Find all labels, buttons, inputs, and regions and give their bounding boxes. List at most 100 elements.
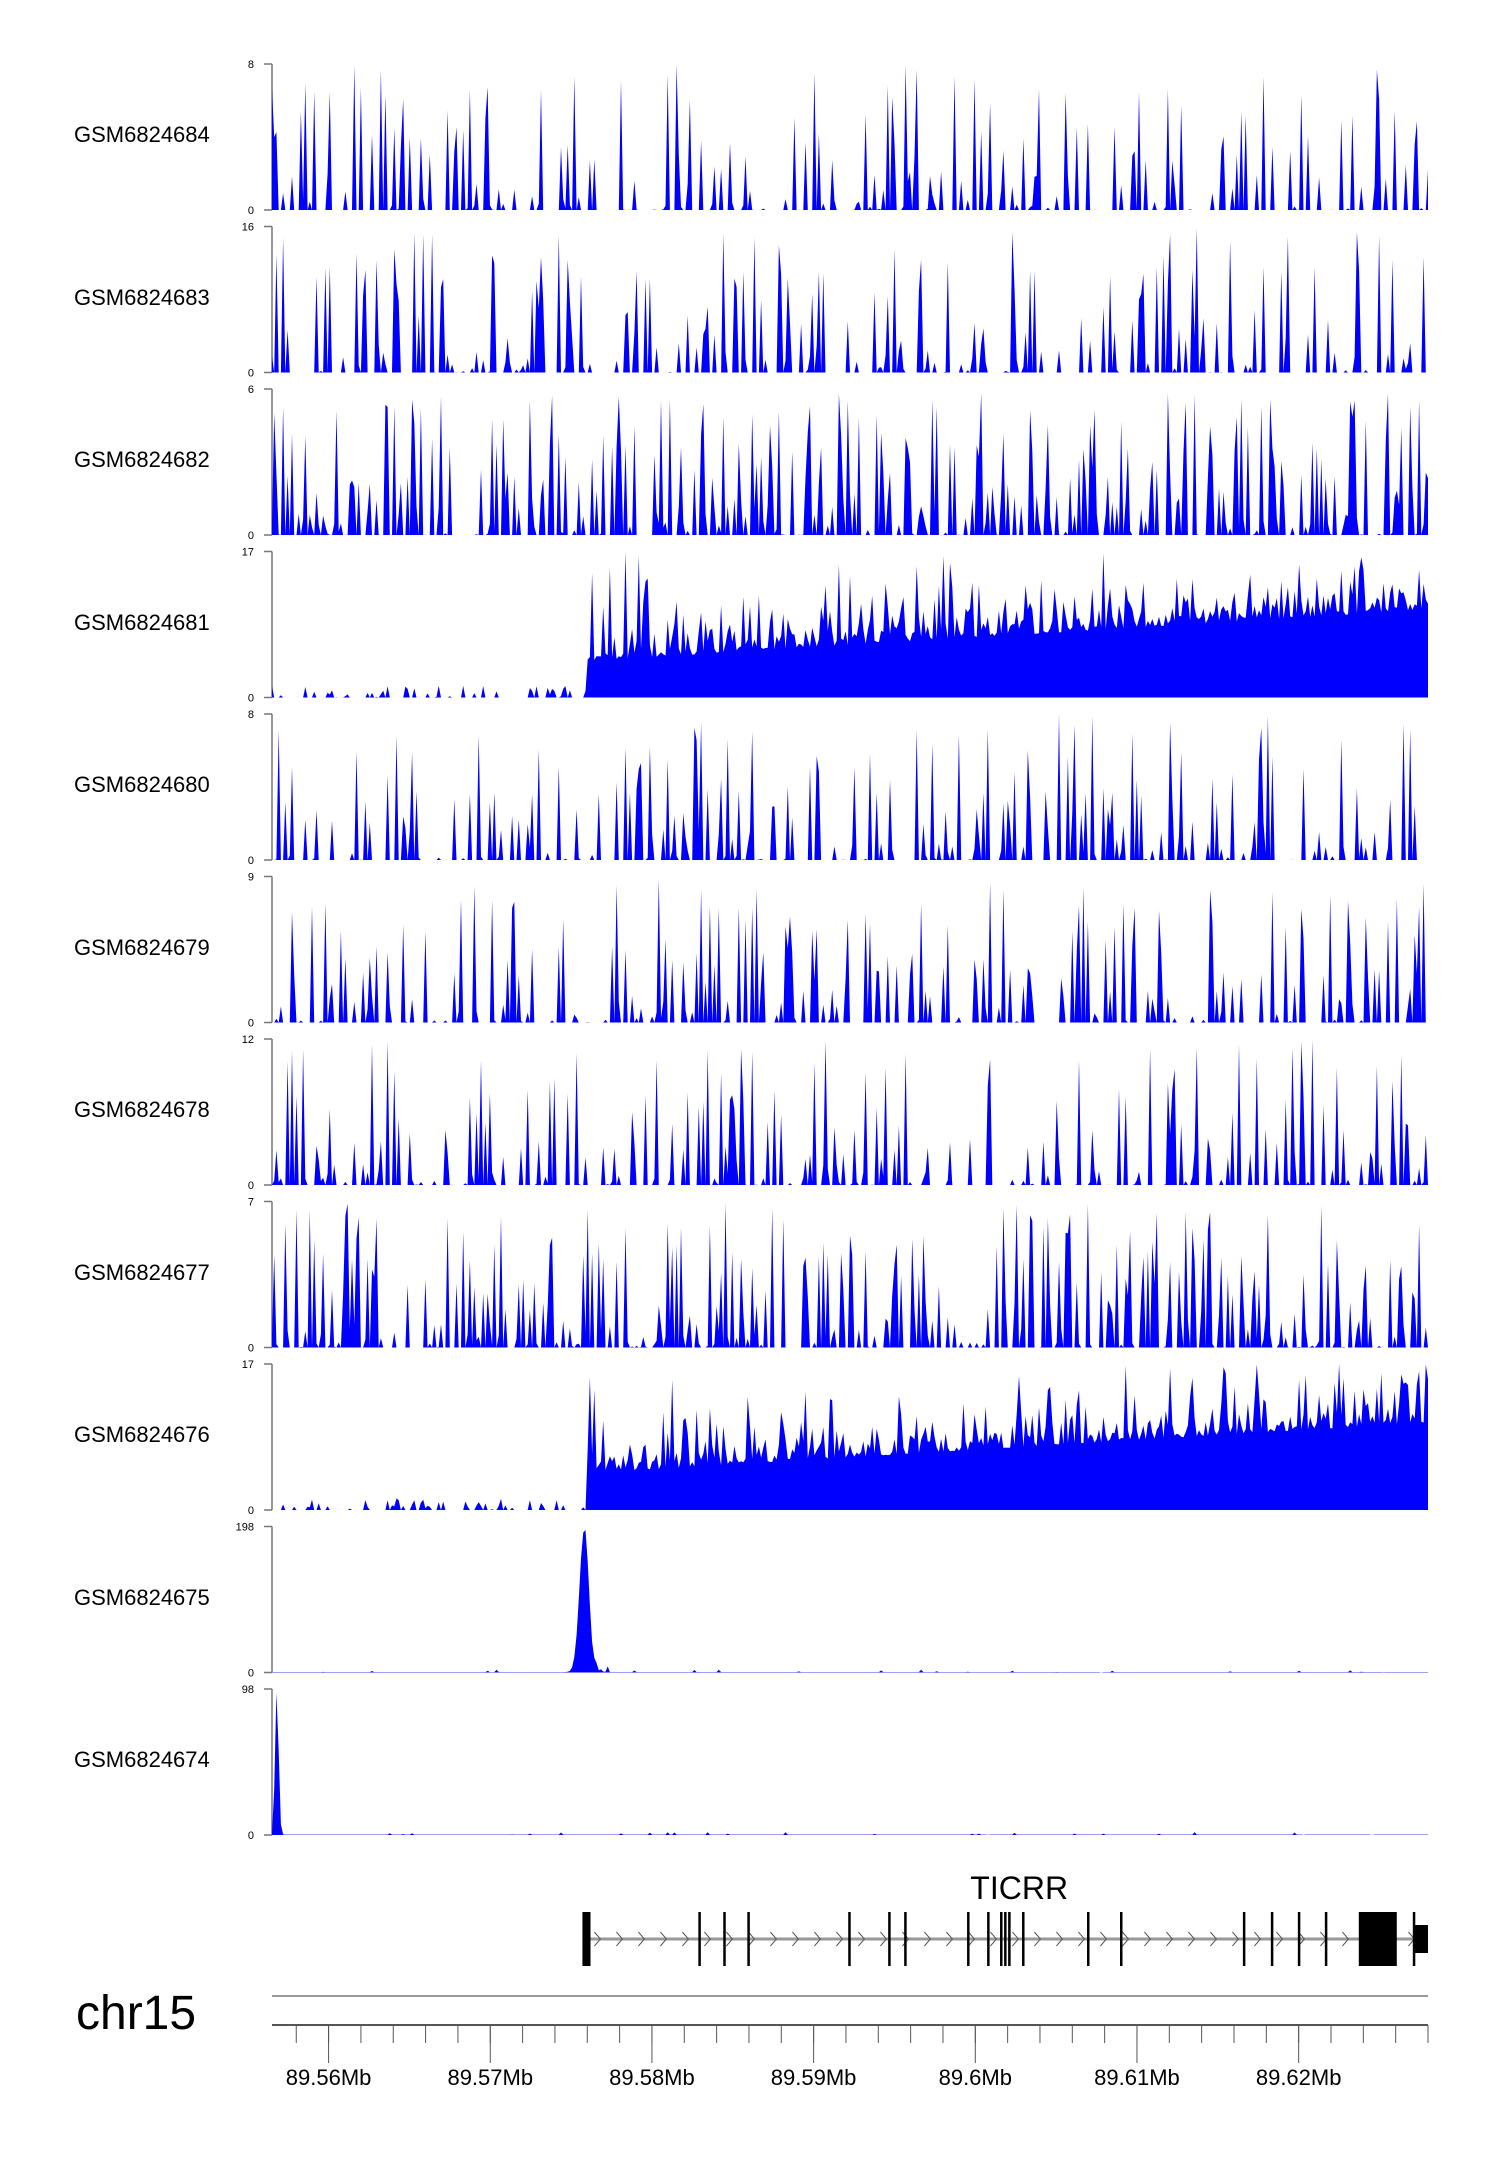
track-label: GSM6824674 bbox=[74, 1747, 210, 1772]
signal-area-GSM6824684 bbox=[272, 64, 1428, 211]
y-tick-label-min: 0 bbox=[248, 1180, 254, 1192]
strand-arrow bbox=[726, 1931, 734, 1947]
track-label: GSM6824681 bbox=[74, 609, 210, 635]
exon bbox=[723, 1912, 726, 1966]
track-label: GSM6824679 bbox=[74, 934, 210, 960]
exon bbox=[1008, 1912, 1011, 1966]
exon bbox=[967, 1912, 970, 1966]
strand-arrow bbox=[1034, 1931, 1042, 1947]
signal-area-GSM6824678 bbox=[272, 1039, 1428, 1185]
y-tick-label-max: 17 bbox=[242, 1359, 254, 1371]
exon bbox=[582, 1912, 591, 1966]
track-label: GSM6824678 bbox=[74, 1097, 210, 1122]
y-tick-label-min: 0 bbox=[248, 205, 254, 217]
strand-arrow bbox=[1232, 1931, 1240, 1947]
strand-arrow bbox=[1122, 1931, 1130, 1947]
y-tick-label-min: 0 bbox=[248, 368, 254, 380]
strand-arrow bbox=[616, 1931, 624, 1947]
y-tick-label-max: 6 bbox=[248, 384, 254, 396]
y-tick-label-min: 0 bbox=[248, 1830, 254, 1842]
strand-arrow bbox=[748, 1931, 756, 1947]
strand-arrow bbox=[990, 1931, 998, 1947]
signal-area-GSM6824679 bbox=[272, 878, 1428, 1023]
strand-arrow bbox=[1276, 1931, 1284, 1947]
exon bbox=[1022, 1912, 1025, 1966]
y-tick-label-max: 98 bbox=[242, 1684, 254, 1696]
exon bbox=[904, 1912, 907, 1966]
strand-arrow bbox=[770, 1931, 778, 1947]
strand-arrow bbox=[858, 1931, 866, 1947]
y-tick-label-min: 0 bbox=[248, 693, 254, 705]
strand-arrow bbox=[1188, 1931, 1196, 1947]
y-tick-label-min: 0 bbox=[248, 1505, 254, 1517]
y-tick-label-min: 0 bbox=[248, 1018, 254, 1030]
strand-arrow bbox=[1144, 1931, 1152, 1947]
y-tick-label-max: 8 bbox=[248, 59, 254, 71]
exon bbox=[1120, 1912, 1123, 1966]
exon bbox=[1242, 1912, 1246, 1966]
strand-arrow bbox=[836, 1931, 844, 1947]
strand-arrow bbox=[1210, 1931, 1218, 1947]
signal-area-GSM6824680 bbox=[272, 714, 1428, 860]
strand-arrow bbox=[1342, 1931, 1350, 1947]
y-tick-label-min: 0 bbox=[248, 855, 254, 867]
y-tick-label-max: 8 bbox=[248, 709, 254, 721]
x-tick-label: 89.56Mb bbox=[286, 2065, 372, 2090]
signal-area-GSM6824677 bbox=[272, 1203, 1428, 1348]
exon bbox=[1087, 1912, 1090, 1966]
exon bbox=[1297, 1912, 1301, 1966]
strand-arrow bbox=[1056, 1931, 1064, 1947]
signal-area-GSM6824682 bbox=[272, 392, 1428, 535]
exon bbox=[848, 1912, 851, 1966]
signal-area-GSM6824681 bbox=[272, 551, 1428, 698]
strand-arrow bbox=[1100, 1931, 1108, 1947]
x-tick-label: 89.59Mb bbox=[771, 2065, 857, 2090]
strand-arrow bbox=[660, 1931, 668, 1947]
strand-arrow bbox=[814, 1931, 822, 1947]
strand-arrow bbox=[1166, 1931, 1174, 1947]
x-tick-label: 89.6Mb bbox=[939, 2065, 1012, 2090]
y-tick-label-min: 0 bbox=[248, 1668, 254, 1680]
exon bbox=[987, 1912, 990, 1966]
exon bbox=[888, 1912, 891, 1966]
exon bbox=[1358, 1912, 1397, 1966]
signal-area-GSM6824674 bbox=[272, 1692, 1428, 1835]
y-tick-label-max: 12 bbox=[242, 1034, 254, 1046]
strand-arrow bbox=[924, 1931, 932, 1947]
y-tick-label-max: 9 bbox=[248, 872, 254, 884]
signal-area-GSM6824675 bbox=[272, 1530, 1428, 1673]
track-label: GSM6824675 bbox=[74, 1584, 210, 1610]
x-tick-label: 89.58Mb bbox=[609, 2065, 695, 2090]
strand-arrow bbox=[946, 1931, 954, 1947]
y-tick-label-max: 7 bbox=[248, 1197, 254, 1209]
track-label: GSM6824677 bbox=[74, 1259, 210, 1285]
strand-arrow bbox=[638, 1931, 646, 1947]
x-tick-label: 89.62Mb bbox=[1256, 2065, 1342, 2090]
x-tick-label: 89.57Mb bbox=[447, 2065, 533, 2090]
exon bbox=[747, 1912, 750, 1966]
signal-area-GSM6824683 bbox=[272, 228, 1428, 373]
strand-arrow bbox=[792, 1931, 800, 1947]
signal-area-GSM6824676 bbox=[272, 1364, 1428, 1510]
strand-arrow bbox=[1078, 1931, 1086, 1947]
strand-arrow bbox=[594, 1931, 602, 1947]
exon bbox=[1413, 1925, 1428, 1953]
track-label: GSM6824684 bbox=[74, 122, 210, 147]
strand-arrow bbox=[1254, 1931, 1262, 1947]
y-tick-label-max: 198 bbox=[236, 1522, 254, 1534]
strand-arrow bbox=[704, 1931, 712, 1947]
track-label: GSM6824682 bbox=[74, 447, 210, 472]
y-tick-label-max: 17 bbox=[242, 547, 254, 559]
exon bbox=[698, 1912, 701, 1966]
gene-label: TICRR bbox=[970, 1870, 1069, 1906]
x-tick-label: 89.61Mb bbox=[1094, 2065, 1180, 2090]
strand-arrow bbox=[880, 1931, 888, 1947]
strand-arrow bbox=[968, 1931, 976, 1947]
exon bbox=[1324, 1912, 1328, 1966]
exon bbox=[1000, 1912, 1003, 1966]
strand-arrow bbox=[1012, 1931, 1020, 1947]
strand-arrow bbox=[682, 1931, 690, 1947]
chromosome-label: chr15 bbox=[76, 1987, 197, 2040]
track-label: GSM6824680 bbox=[74, 772, 210, 797]
